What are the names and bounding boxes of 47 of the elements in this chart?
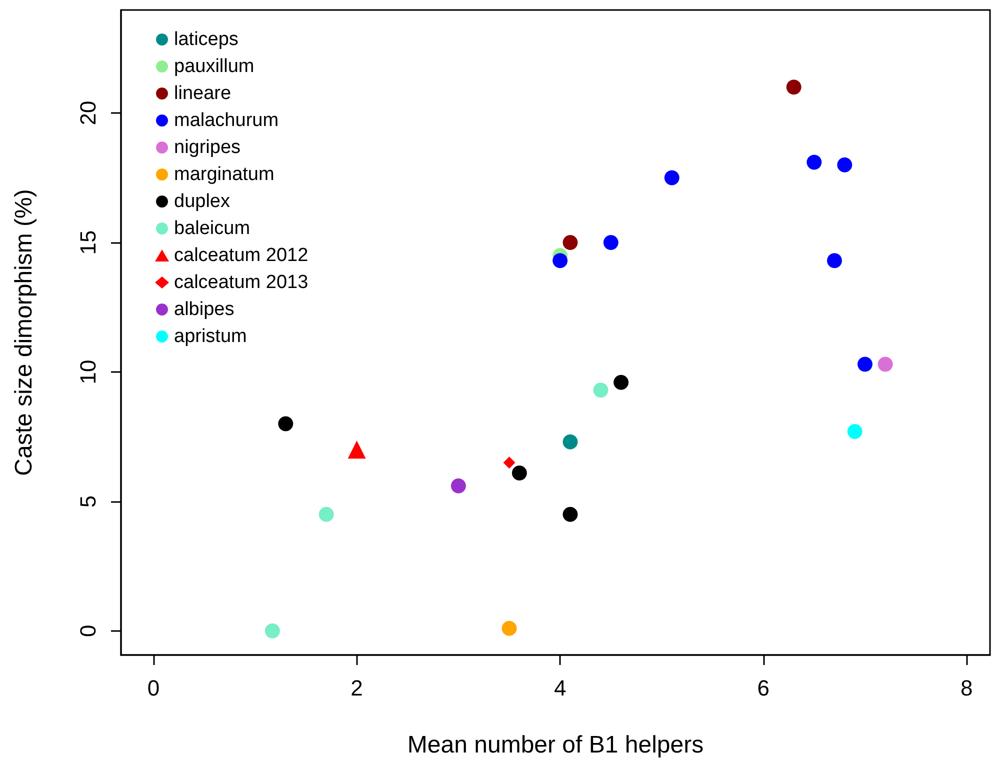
x-tick-label: 2 <box>350 676 363 700</box>
y-tick-label: 5 <box>76 495 100 508</box>
y-tick-label: 0 <box>76 624 100 638</box>
legend-label: nigripes <box>174 137 241 158</box>
point <box>450 478 466 494</box>
point <box>858 356 872 372</box>
legend-label: baleicum <box>174 218 250 239</box>
legend-label: albipes <box>174 299 234 320</box>
point <box>502 620 517 636</box>
point <box>786 80 802 95</box>
point <box>318 506 334 522</box>
point <box>878 356 893 372</box>
point <box>264 623 280 638</box>
point <box>847 424 862 440</box>
legend-label: calceatum 2013 <box>174 272 308 293</box>
legend-label: pauxillum <box>174 56 254 77</box>
point <box>562 506 578 522</box>
point <box>278 416 294 432</box>
legend-label: marginatum <box>174 164 274 185</box>
point <box>664 170 680 186</box>
point <box>562 434 578 450</box>
point <box>614 374 629 390</box>
point <box>806 154 822 170</box>
point <box>348 440 366 459</box>
point <box>603 235 618 250</box>
point <box>503 456 516 469</box>
legend-label: apristum <box>174 326 247 347</box>
legend-label: malachurum <box>174 110 279 131</box>
legend-label: calceatum 2012 <box>174 245 308 266</box>
y-axis-title: Caste size dimorphism (%) <box>10 189 38 476</box>
point <box>837 157 852 172</box>
x-axis-title: Mean number of B1 helpers <box>407 732 704 758</box>
legend-label: lineare <box>174 83 232 104</box>
x-tick-label: 8 <box>960 676 973 700</box>
y-tick-label: 10 <box>76 360 100 384</box>
y-tick-label: 20 <box>76 100 100 126</box>
point <box>552 253 568 268</box>
legend-label: laticeps <box>174 29 238 50</box>
point <box>562 235 578 250</box>
legend-label: duplex <box>174 191 230 212</box>
x-tick-label: 4 <box>554 676 566 700</box>
point <box>827 253 842 268</box>
x-tick-label: 6 <box>757 676 770 700</box>
point <box>512 465 527 480</box>
point <box>593 382 608 398</box>
y-tick-label: 15 <box>76 230 100 255</box>
x-tick-label: 0 <box>147 676 160 700</box>
